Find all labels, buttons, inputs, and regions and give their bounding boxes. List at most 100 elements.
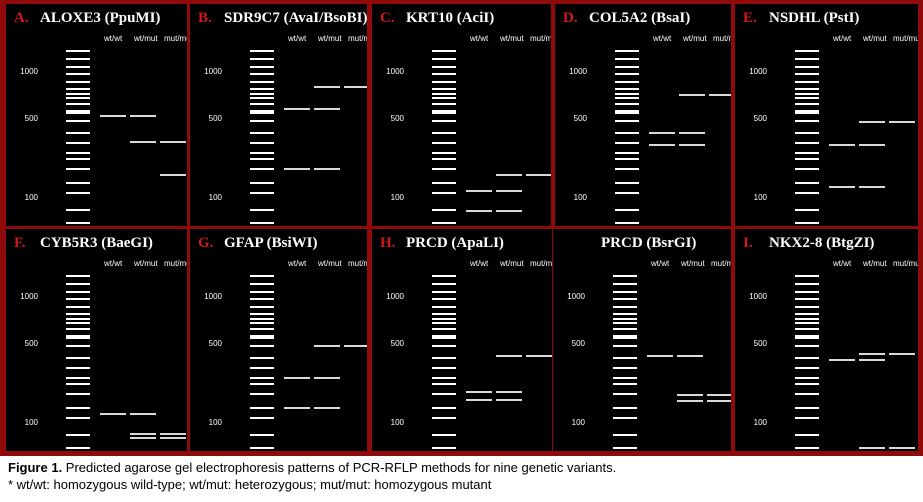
size-marker-label: 500 — [24, 339, 38, 348]
ladder-band — [432, 110, 456, 112]
ladder-band — [250, 81, 274, 83]
ladder-band — [66, 328, 90, 330]
ladder-band — [615, 81, 639, 83]
ladder-band — [795, 328, 819, 330]
ladder-band — [432, 345, 456, 347]
ladder-band — [432, 322, 456, 324]
sample-band — [466, 391, 492, 393]
ladder-band — [613, 283, 637, 285]
ladder-band — [613, 345, 637, 347]
ladder-band — [613, 383, 637, 385]
ladder-band — [795, 393, 819, 395]
ladder-band — [613, 306, 637, 308]
ladder-band — [613, 434, 637, 436]
ladder-band — [795, 417, 819, 419]
genotype-label: wt/wt — [104, 259, 123, 268]
genotype-label: wt/wt — [651, 259, 670, 268]
size-marker-label: 1000 — [749, 67, 767, 76]
size-marker-label: 1000 — [569, 67, 587, 76]
sample-band — [314, 377, 340, 379]
sample-band — [130, 115, 156, 117]
genotype-label: mut/mut — [893, 34, 918, 43]
gel-figure: A. ALOXE3 (PpuMI) wt/wt wt/mut mut/mut 1000 50… — [0, 0, 923, 456]
sample-band — [709, 94, 731, 96]
ladder-band — [66, 407, 90, 409]
sample-band — [314, 86, 340, 88]
sample-band — [889, 353, 915, 355]
ladder-band — [615, 110, 639, 112]
gel-panel: E. NSDHL (PstI) wt/wt wt/mut mut/mut 1000 500 1… — [735, 4, 918, 226]
ladder-band — [250, 417, 274, 419]
ladder-band — [432, 337, 456, 339]
ladder-band — [613, 313, 637, 315]
ladder-band — [66, 222, 90, 224]
sample-band — [284, 108, 310, 110]
ladder-band — [250, 103, 274, 105]
ladder-band — [432, 152, 456, 154]
genotype-label: wt/wt — [470, 259, 489, 268]
ladder-band — [432, 120, 456, 122]
sample-band — [496, 174, 522, 176]
ladder-band — [250, 132, 274, 134]
ladder-band — [66, 182, 90, 184]
ladder-band — [432, 357, 456, 359]
genotype-label: wt/mut — [863, 259, 887, 268]
genotype-label: wt/wt — [288, 259, 307, 268]
ladder-band — [66, 58, 90, 60]
sample-band — [344, 86, 367, 88]
ladder-band — [795, 335, 819, 337]
ladder-band — [432, 291, 456, 293]
sample-band — [496, 391, 522, 393]
ladder-band — [795, 112, 819, 114]
ladder-band — [615, 58, 639, 60]
ladder-band — [250, 291, 274, 293]
ladder-band — [615, 66, 639, 68]
size-marker-label: 1000 — [204, 292, 222, 301]
sample-band — [677, 394, 703, 396]
ladder-band — [66, 209, 90, 211]
ladder-band — [613, 367, 637, 369]
ladder-band — [795, 209, 819, 211]
panel-title: SDR9C7 (AvaI/BsoBI) — [224, 10, 367, 26]
genotype-label: wt/mut — [134, 34, 158, 43]
ladder-band — [613, 275, 637, 277]
sample-band — [130, 141, 156, 143]
ladder-band — [66, 275, 90, 277]
gel-panel: D. COL5A2 (BsaI) wt/wt wt/mut mut/mut 1000 500… — [555, 4, 731, 226]
ladder-band — [795, 58, 819, 60]
genotype-label: wt/wt — [833, 34, 852, 43]
size-marker-label: 100 — [24, 193, 38, 202]
sample-band — [859, 144, 885, 146]
ladder-band — [795, 345, 819, 347]
ladder-band — [432, 367, 456, 369]
ladder-band — [795, 110, 819, 112]
size-marker-label: 100 — [753, 418, 767, 427]
gel-panel: F. CYB5R3 (BaeGI) wt/wt wt/mut mut/mut 1000 50… — [6, 229, 187, 451]
ladder-band — [432, 335, 456, 337]
size-marker-label: 1000 — [386, 67, 404, 76]
ladder-band — [66, 283, 90, 285]
ladder-band — [795, 337, 819, 339]
sample-band — [707, 394, 731, 396]
ladder-band — [250, 97, 274, 99]
sample-band — [100, 413, 126, 415]
ladder-band — [432, 142, 456, 144]
ladder-band — [615, 192, 639, 194]
genotype-label: wt/wt — [288, 34, 307, 43]
figure-caption: Figure 1. Predicted agarose gel electrop… — [8, 459, 918, 493]
ladder-band — [795, 81, 819, 83]
size-marker-label: 500 — [24, 114, 38, 123]
ladder-band — [615, 73, 639, 75]
sample-band — [314, 108, 340, 110]
ladder-band — [432, 313, 456, 315]
ladder-band — [250, 50, 274, 52]
ladder-band — [613, 357, 637, 359]
genotype-label: mut/mut — [530, 34, 551, 43]
ladder-band — [795, 357, 819, 359]
size-marker-label: 1000 — [20, 67, 38, 76]
gel-panel: I. NKX2-8 (BtgZI) wt/wt wt/mut mut/mut 1000 50… — [735, 229, 918, 451]
ladder-band — [250, 377, 274, 379]
gel-panel: A. ALOXE3 (PpuMI) wt/wt wt/mut mut/mut 1000 50… — [6, 4, 187, 226]
ladder-band — [615, 97, 639, 99]
genotype-label: wt/mut — [500, 259, 524, 268]
